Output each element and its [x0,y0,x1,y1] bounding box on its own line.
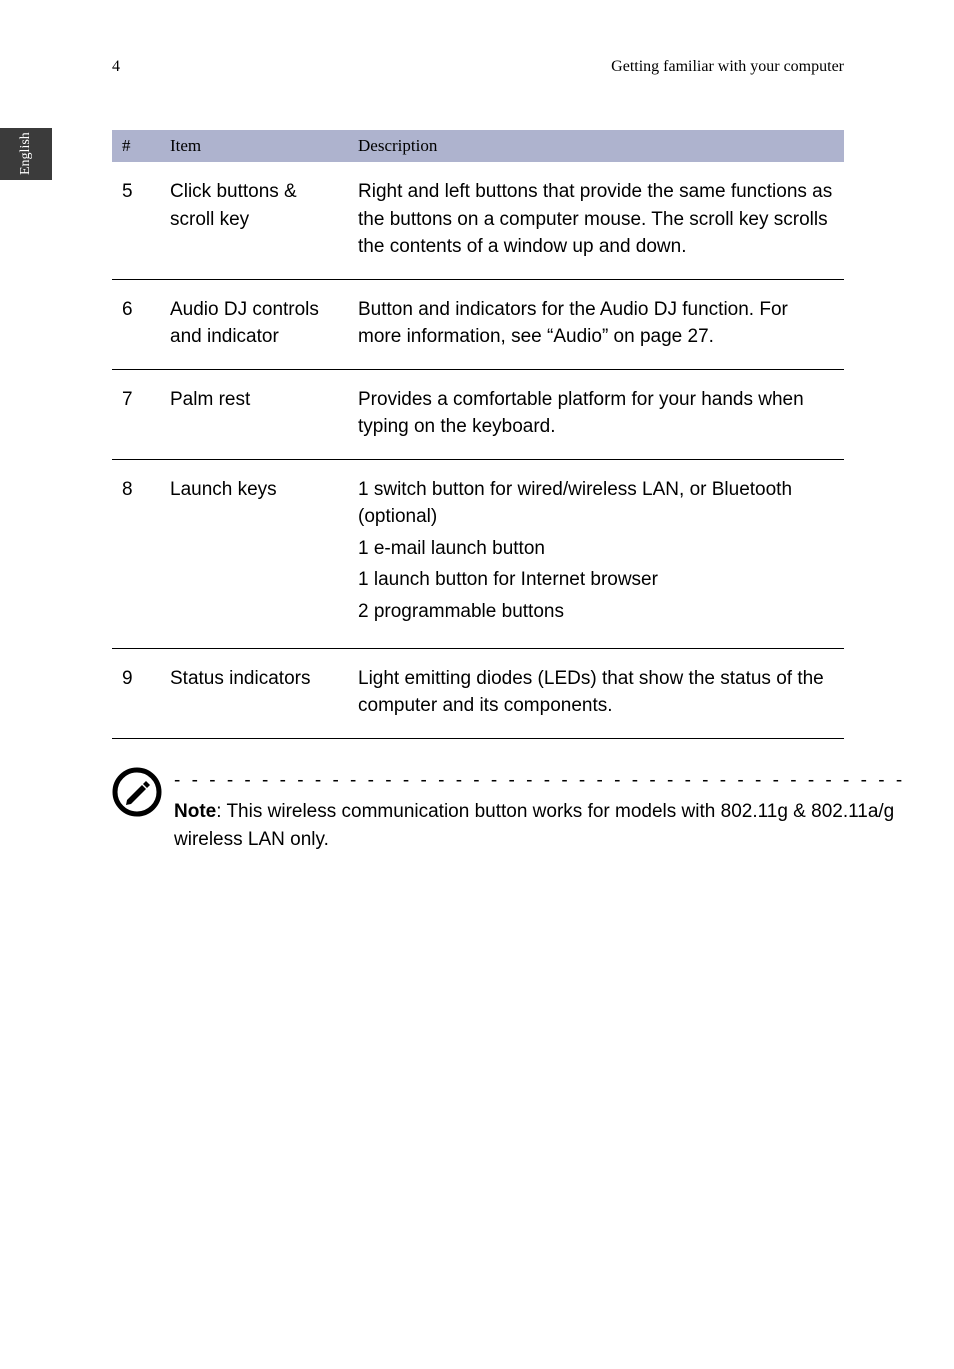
table-row: 8 Launch keys 1 switch button for wired/… [112,459,844,648]
note-text-line: Note: This wireless communication button… [174,798,905,853]
cell-num: 8 [112,459,160,648]
note-body: - - - - - - - - - - - - - - - - - - - - … [174,767,905,854]
table-row: 9 Status indicators Light emitting diode… [112,648,844,738]
table-header-row: # Item Description [112,130,844,162]
language-tab: English [0,128,52,180]
col-header-desc: Description [348,130,844,162]
pencil-icon [112,767,162,826]
cell-desc: Provides a comfortable platform for your… [348,369,844,459]
cell-desc: Button and indicators for the Audio DJ f… [348,279,844,369]
cell-item: Status indicators [160,648,348,738]
table-row: 7 Palm rest Provides a comfortable platf… [112,369,844,459]
launch-line: 2 programmable buttons [358,598,834,626]
col-header-num: # [112,130,160,162]
cell-num: 7 [112,369,160,459]
launch-line: 1 e-mail launch button [358,535,834,563]
cell-desc: 1 switch button for wired/wireless LAN, … [348,459,844,648]
launch-line: 1 switch button for wired/wireless LAN, … [358,476,834,531]
note-text: : This wireless communication button wor… [174,801,894,850]
col-header-item: Item [160,130,348,162]
cell-item: Click buttons & scroll key [160,162,348,279]
launch-line: 1 launch button for Internet browser [358,566,834,594]
note-block: - - - - - - - - - - - - - - - - - - - - … [112,767,844,854]
note-divider: - - - - - - - - - - - - - - - - - - - - … [174,767,905,795]
cell-item: Audio DJ controls and indicator [160,279,348,369]
cell-desc: Light emitting diodes (LEDs) that show t… [348,648,844,738]
header-title: Getting familiar with your computer [611,58,844,76]
note-label: Note [174,801,216,822]
table-row: 5 Click buttons & scroll key Right and l… [112,162,844,279]
page-number: 4 [112,58,120,76]
table-row: 6 Audio DJ controls and indicator Button… [112,279,844,369]
cell-item: Palm rest [160,369,348,459]
cell-desc: Right and left buttons that provide the … [348,162,844,279]
cell-num: 9 [112,648,160,738]
cell-item: Launch keys [160,459,348,648]
cell-num: 6 [112,279,160,369]
cell-num: 5 [112,162,160,279]
features-table: # Item Description 5 Click buttons & scr… [112,130,844,739]
main-content: # Item Description 5 Click buttons & scr… [112,130,844,853]
